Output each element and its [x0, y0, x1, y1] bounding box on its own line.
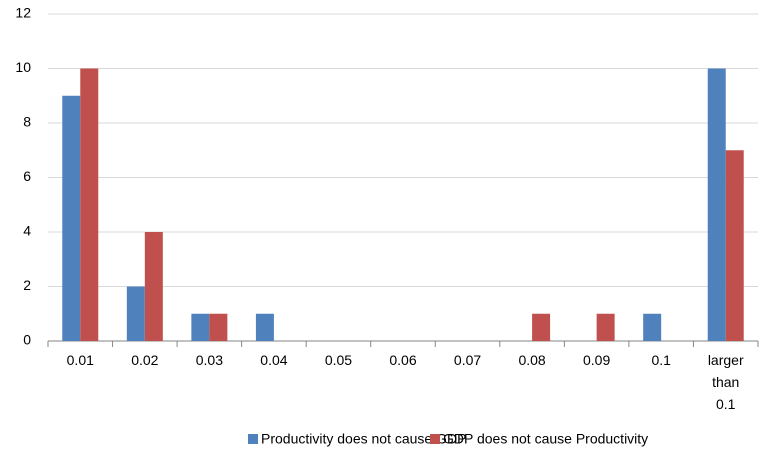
y-tick-label: 8	[23, 114, 31, 130]
x-tick-label: 0.08	[518, 352, 546, 368]
legend-swatch	[430, 434, 440, 444]
legend-label: GDP does not cause Productivity	[443, 431, 648, 447]
bar	[80, 68, 99, 341]
bar	[126, 286, 145, 341]
bar	[532, 313, 551, 341]
legend-swatch	[248, 434, 258, 444]
x-tick-label: 0.09	[583, 352, 611, 368]
y-tick-label: 6	[23, 168, 31, 184]
y-tick-label: 10	[15, 59, 31, 75]
bar	[707, 68, 726, 341]
x-tick-label: 0.07	[453, 352, 482, 368]
y-tick-label: 2	[23, 277, 31, 293]
bar	[643, 313, 662, 341]
y-tick-label: 12	[15, 5, 31, 21]
x-tick-label: larger than 0.1	[707, 352, 744, 412]
bar	[62, 95, 81, 341]
y-tick-label: 4	[23, 223, 31, 239]
y-tick-label: 0	[23, 332, 31, 348]
bar	[255, 313, 274, 341]
legend-label: Productivity does not cause GDP	[261, 431, 466, 447]
bar	[144, 232, 163, 341]
x-tick-label: 0.05	[324, 352, 353, 368]
x-tick-label: 0.06	[389, 352, 417, 368]
x-tick-label: 0.01	[66, 352, 94, 368]
bar	[209, 313, 228, 341]
x-tick-label: 0.02	[131, 352, 159, 368]
x-tick-label: 0.1	[651, 352, 671, 368]
x-tick-label: 0.03	[195, 352, 223, 368]
bar	[191, 313, 210, 341]
bar	[596, 313, 615, 341]
x-tick-label: 0.04	[260, 352, 288, 368]
bar	[725, 150, 744, 341]
